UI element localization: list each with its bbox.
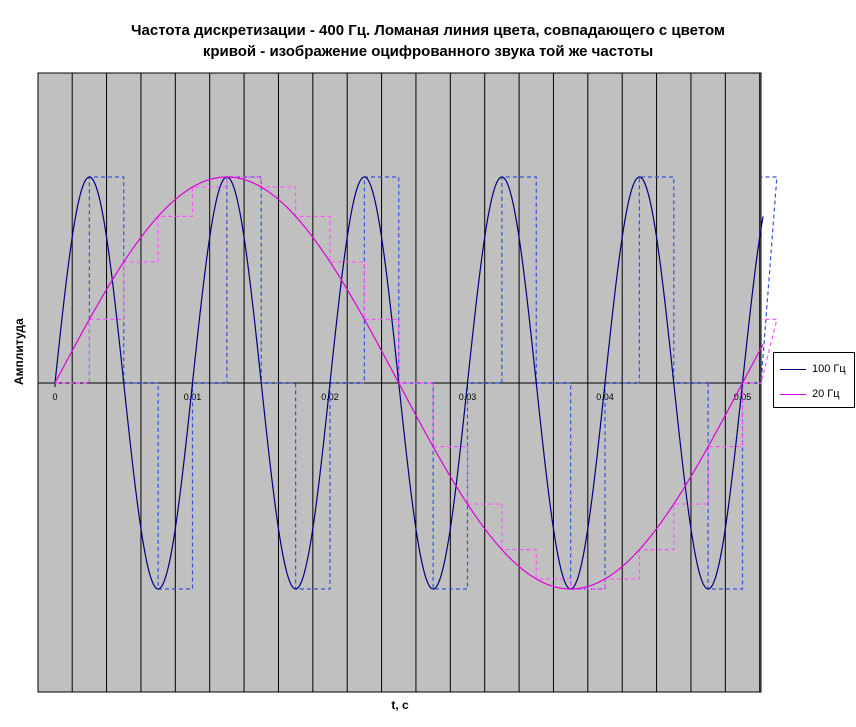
x-tick-label: 0.02: [321, 392, 339, 402]
legend-item-100hz: 100 Гц: [780, 362, 846, 376]
y-axis-label: Амплитуда: [12, 318, 26, 385]
chart-title-line-2: кривой - изображение оцифрованного звука…: [202, 43, 654, 60]
chart-title-line-1: Частота дискретизации - 400 Гц. Ломаная …: [130, 22, 726, 39]
series-line-20hz: [54, 176, 764, 590]
x-tick-label: 0.05: [734, 392, 752, 402]
legend-label-100hz: 100 Гц: [812, 363, 846, 375]
legend-label-20hz: 20 Гц: [812, 388, 840, 400]
sampled-line-20hz: [55, 176, 778, 590]
legend-swatch-100hz: [780, 368, 806, 370]
legend-swatch-20hz: [780, 393, 806, 395]
legend: 100 Гц 20 Гц: [773, 352, 855, 408]
sampled-line-100hz: [55, 176, 778, 590]
x-tick-label: 0: [52, 392, 57, 402]
x-axis-label: t, с: [391, 698, 409, 712]
legend-item-20hz: 20 Гц: [780, 387, 840, 401]
series-line-100hz: [54, 176, 764, 590]
